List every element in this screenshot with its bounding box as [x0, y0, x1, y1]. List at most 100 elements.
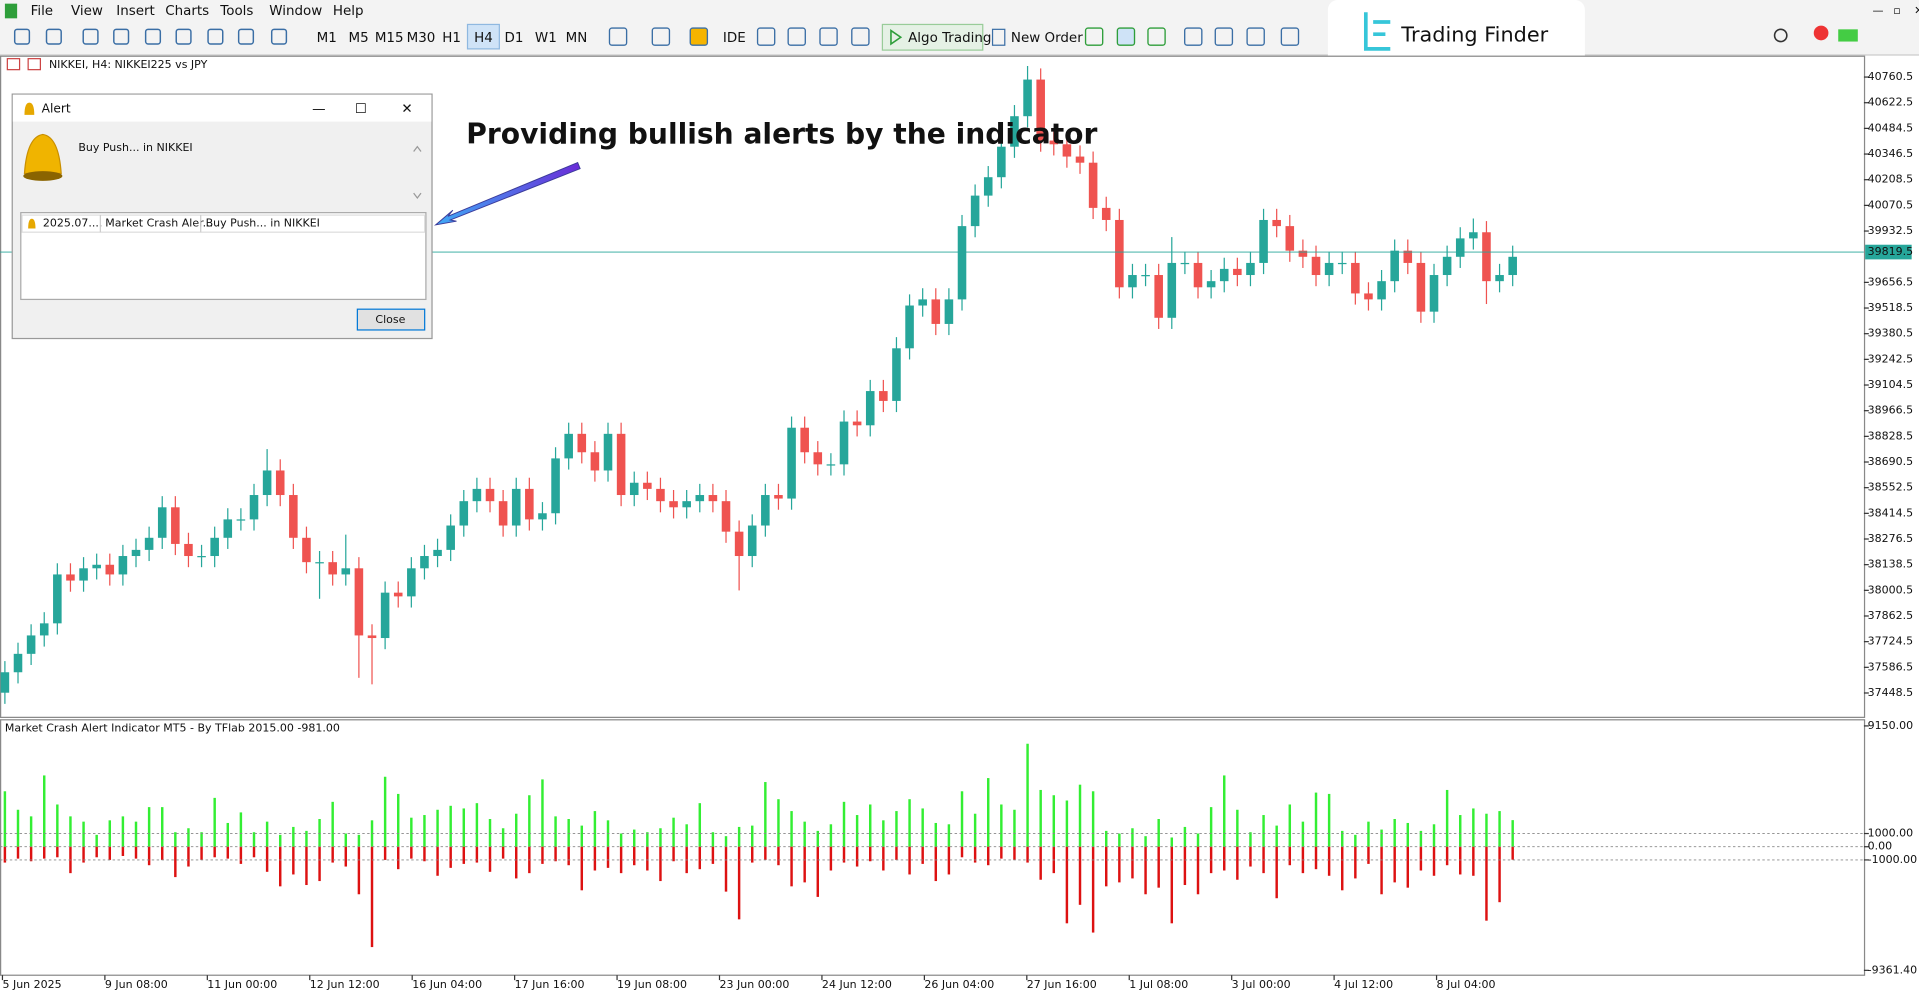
- indicator-bar: [1288, 846, 1292, 866]
- indicator-bar: [423, 846, 426, 862]
- indicator-bar: [960, 791, 964, 847]
- candle-body: [105, 564, 115, 575]
- tool-icon[interactable]: [45, 28, 62, 45]
- indicator-bar: [95, 834, 98, 847]
- y-tick-label: 40208.5: [1868, 173, 1914, 186]
- timeframe-button[interactable]: W1: [535, 31, 557, 46]
- tool-icon[interactable]: [1116, 27, 1136, 46]
- indicator-bar: [1170, 846, 1174, 924]
- indicator-bar: [1196, 833, 1200, 847]
- indicator-bar: [869, 846, 872, 862]
- tool-icon[interactable]: [1280, 27, 1300, 46]
- timeframe-button[interactable]: M30: [407, 31, 436, 46]
- alert-message: Buy Push... in NIKKEI: [78, 141, 192, 154]
- indicator-bar: [397, 793, 400, 847]
- menu-item[interactable]: Charts: [165, 4, 209, 19]
- candle-body: [511, 488, 521, 526]
- y-tick-label: 39656.5: [1868, 275, 1914, 288]
- candle-body: [118, 556, 128, 575]
- indicator-bar: [331, 801, 334, 847]
- indicator-bar: [606, 846, 610, 868]
- indicator-bar: [239, 812, 243, 847]
- indicator-bar: [1091, 791, 1095, 847]
- window-control[interactable]: ☐: [355, 102, 367, 117]
- menu-item[interactable]: Window: [269, 4, 322, 19]
- timeframe-button[interactable]: H1: [442, 31, 461, 46]
- tool-icon[interactable]: [608, 27, 628, 46]
- indicator-bar: [436, 846, 439, 876]
- tool-icon[interactable]: [144, 28, 162, 45]
- indicator-bar: [1354, 834, 1357, 847]
- alert-row[interactable]: [21, 214, 426, 233]
- indicator-bar: [895, 846, 898, 860]
- y-tick-label: 38828.5: [1868, 429, 1914, 442]
- indicator-bar: [1065, 800, 1069, 847]
- brand-box: [1327, 0, 1585, 68]
- tool-icon[interactable]: [756, 27, 776, 46]
- window-control[interactable]: ✕: [401, 102, 412, 117]
- search-icon[interactable]: [1773, 28, 1788, 43]
- timeframe-button[interactable]: MN: [566, 31, 588, 46]
- candle-body: [892, 348, 901, 401]
- y-tick-label: 37586.5: [1868, 660, 1914, 673]
- menu-item[interactable]: Insert: [116, 4, 155, 19]
- tool-icon[interactable]: [1246, 27, 1265, 46]
- menu-item[interactable]: Help: [333, 4, 364, 19]
- timeframe-button[interactable]: M15: [375, 31, 404, 46]
- indicator-bar: [1393, 846, 1396, 883]
- tool-icon[interactable]: [113, 28, 130, 45]
- ide-button[interactable]: IDE: [723, 31, 746, 46]
- window-control[interactable]: ▫: [1893, 4, 1900, 17]
- tool-icon[interactable]: [1214, 27, 1234, 46]
- indicator-bar: [1354, 846, 1357, 879]
- signal-icon: [1838, 29, 1858, 42]
- indicator-bar: [1341, 846, 1344, 891]
- x-tick-label: 12 Jun 12:00: [310, 978, 380, 991]
- tool-icon[interactable]: [689, 27, 709, 46]
- indicator-bar: [751, 825, 754, 847]
- indicator-bar: [1419, 846, 1423, 871]
- window-control[interactable]: —: [312, 102, 325, 117]
- tool-icon[interactable]: [851, 27, 870, 46]
- indicator-bar: [790, 846, 793, 887]
- tool-icon[interactable]: [1184, 27, 1203, 46]
- new-order-button[interactable]: New Order: [1011, 31, 1083, 46]
- tool-icon[interactable]: [787, 27, 806, 46]
- candle-body: [66, 574, 75, 581]
- tool-icon[interactable]: [819, 27, 838, 46]
- indicator-bar: [1485, 846, 1488, 921]
- candle-body: [826, 464, 836, 466]
- x-tick-label: 19 Jun 08:00: [617, 978, 687, 991]
- tool-icon[interactable]: [175, 28, 192, 45]
- window-control[interactable]: —: [1872, 4, 1883, 17]
- indicator-bar: [764, 782, 767, 847]
- indicator-bar: [331, 846, 334, 863]
- tool-icon[interactable]: [1084, 27, 1104, 46]
- tool-icon[interactable]: [13, 28, 31, 45]
- current-price-label: 39819.5: [1868, 245, 1914, 258]
- tool-icon[interactable]: [237, 28, 255, 45]
- timeframe-button[interactable]: M5: [349, 31, 369, 46]
- algo-trading-button[interactable]: Algo Trading: [908, 31, 991, 46]
- tool-icon[interactable]: [207, 28, 224, 45]
- timeframe-button[interactable]: M1: [317, 31, 337, 46]
- algo-box[interactable]: [881, 23, 984, 51]
- menu-item[interactable]: File: [31, 4, 54, 19]
- window-control[interactable]: ✕: [1914, 4, 1919, 17]
- menu-item[interactable]: Tools: [219, 4, 253, 19]
- indicator-bar: [895, 811, 898, 847]
- tool-icon[interactable]: [82, 28, 99, 45]
- annotation-arrow: [434, 161, 581, 226]
- candle-body: [564, 433, 573, 459]
- y-tick-label: 39380.5: [1868, 327, 1914, 340]
- timeframe-button[interactable]: H4: [474, 31, 493, 46]
- timeframe-button[interactable]: D1: [505, 31, 524, 46]
- candle-body: [1455, 238, 1465, 257]
- tool-icon[interactable]: [1147, 27, 1166, 46]
- menu-item[interactable]: View: [71, 4, 103, 19]
- candle-body: [79, 568, 88, 581]
- close-button-label[interactable]: Close: [375, 313, 405, 326]
- close-button[interactable]: [356, 308, 426, 331]
- tool-icon[interactable]: [651, 27, 671, 46]
- tool-icon[interactable]: [270, 28, 288, 45]
